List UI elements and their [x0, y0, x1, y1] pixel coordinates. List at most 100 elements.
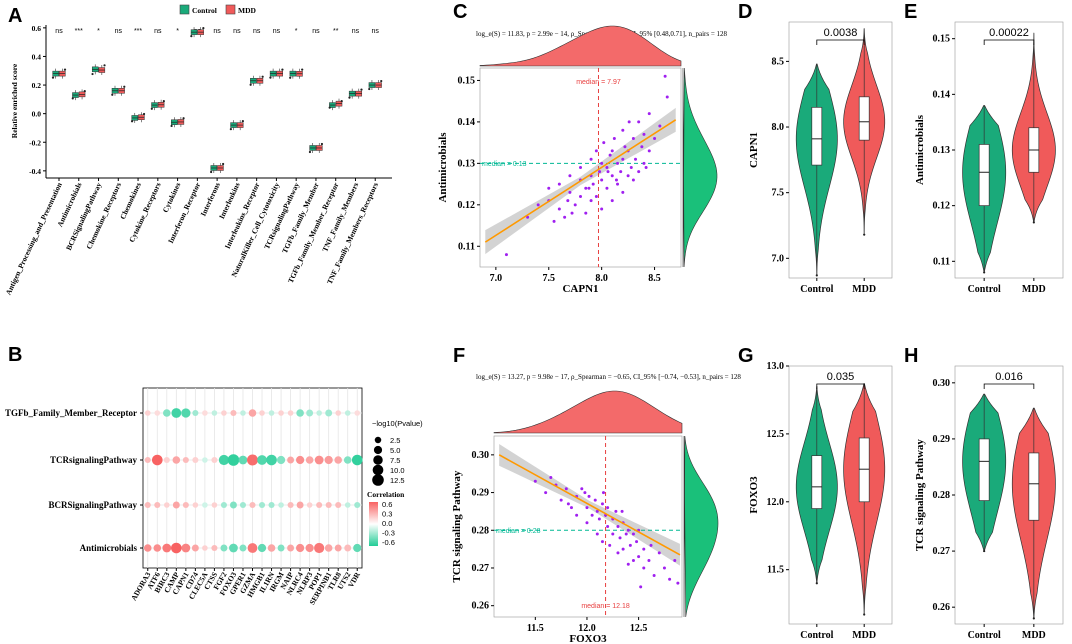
c-point [637, 120, 641, 124]
c-x-tick-label: 8.0 [595, 273, 608, 284]
b-dot [344, 410, 351, 416]
a-outlier [241, 119, 244, 123]
h-y-tick-label: 0.28 [933, 490, 951, 501]
panel-label-H: H [904, 345, 918, 367]
b-dot [334, 456, 342, 464]
c-point [626, 174, 630, 178]
h-y-tick-label: 0.30 [933, 378, 951, 389]
f-median-x-label: median = 12.18 [581, 603, 630, 610]
c-point [616, 182, 620, 186]
b-dot [154, 410, 161, 416]
e-box-control [978, 144, 990, 207]
a-x-tick-label: Cytokines [161, 181, 183, 214]
c-point [605, 166, 609, 169]
a-outlier [249, 83, 252, 86]
b-dot [220, 544, 228, 552]
h-y-axis-title: TCR signaling Pathway [914, 439, 926, 551]
f-y-tick-label: 0.28 [472, 525, 490, 536]
a-outlier [269, 76, 272, 79]
b-dot [276, 455, 286, 465]
b-size-legend-label: 7.5 [390, 456, 400, 465]
c-y-tick-label: 0.14 [458, 117, 476, 128]
h-x-tick-label: Control [968, 630, 1001, 641]
a-outlier [301, 68, 304, 71]
f-point [652, 574, 656, 578]
f-point [620, 509, 624, 513]
b-pathway-label: BCRSignalingPathway [48, 500, 137, 510]
c-point [665, 95, 669, 99]
a-significance-label: ns [115, 28, 123, 35]
b-color-legend-label: -0.6 [382, 538, 395, 547]
h-significance-bracket [983, 383, 1035, 389]
c-point [552, 219, 556, 223]
f-point [649, 543, 653, 547]
d-outlier-control [815, 274, 818, 277]
a-outlier [289, 76, 292, 79]
b-dot [211, 456, 218, 464]
a-significance-label: ns [352, 28, 360, 35]
b-dot [306, 409, 314, 417]
b-dot [316, 410, 322, 416]
b-size-legend-dot [373, 445, 383, 455]
panel-label-F: F [453, 345, 465, 367]
h-outlier-control [983, 549, 986, 553]
g-y-axis-title: FOXO3 [748, 476, 760, 514]
b-dot [218, 454, 230, 466]
a-outlier [202, 27, 205, 30]
b-dot [230, 409, 237, 417]
c-y-tick-label: 0.11 [458, 241, 475, 252]
b-dot [287, 456, 295, 464]
f-y-axis-title: TCR signaling Pathway [451, 470, 463, 582]
b-dot [277, 544, 285, 552]
b-dot [334, 544, 342, 552]
b-dot [287, 410, 294, 416]
c-point [631, 136, 635, 140]
b-dot [238, 455, 248, 465]
b-color-legend-label: -0.3 [382, 529, 395, 538]
f-point [673, 558, 677, 562]
b-dot [211, 544, 218, 552]
a-legend-control-label: Control [192, 6, 217, 15]
a-outlier [261, 75, 264, 78]
f-point [580, 487, 584, 491]
b-dot [305, 543, 314, 553]
c-point [557, 207, 561, 211]
panel-g: Control MDD 0.035 11.5 12.0 12.5 13.0 FOXO3 [748, 361, 893, 641]
c-point [584, 186, 588, 190]
e-y-tick-label: 0.14 [933, 89, 951, 100]
c-point [563, 215, 567, 219]
a-outlier [340, 99, 343, 103]
b-dot [240, 410, 246, 416]
b-dot [306, 502, 313, 508]
e-significance-bracket [983, 39, 1035, 45]
a-outlier [91, 72, 94, 76]
f-point [559, 498, 563, 502]
c-median-x-label: median = 7.97 [576, 79, 621, 86]
a-x-tick-label: Antigen_Processing_and_Presentation [4, 180, 65, 296]
f-point [642, 547, 646, 551]
b-dot [266, 454, 277, 466]
c-point [621, 157, 625, 161]
c-side-density [682, 67, 718, 268]
c-point [631, 178, 635, 182]
b-dot [344, 544, 352, 552]
g-y-tick-label: 12.5 [767, 429, 785, 440]
a-significance-label: ns [213, 28, 221, 35]
b-dot [144, 410, 151, 416]
b-dot [335, 410, 341, 416]
b-dot [230, 501, 237, 509]
f-point [549, 475, 553, 479]
d-box-control [811, 106, 823, 166]
c-median-y-label: median = 0.13 [482, 161, 527, 168]
d-y-tick-label: 7.5 [772, 188, 785, 199]
a-outlier [111, 93, 114, 96]
b-dot [144, 501, 151, 509]
c-point [616, 161, 620, 165]
c-point [598, 170, 602, 174]
c-point [547, 186, 551, 190]
b-pathway-label: TGFb_Family_Member_Receptor [5, 408, 137, 418]
c-point [589, 199, 593, 203]
b-dot [248, 409, 257, 417]
h-y-tick-label: 0.26 [933, 602, 951, 613]
f-point [626, 528, 630, 532]
